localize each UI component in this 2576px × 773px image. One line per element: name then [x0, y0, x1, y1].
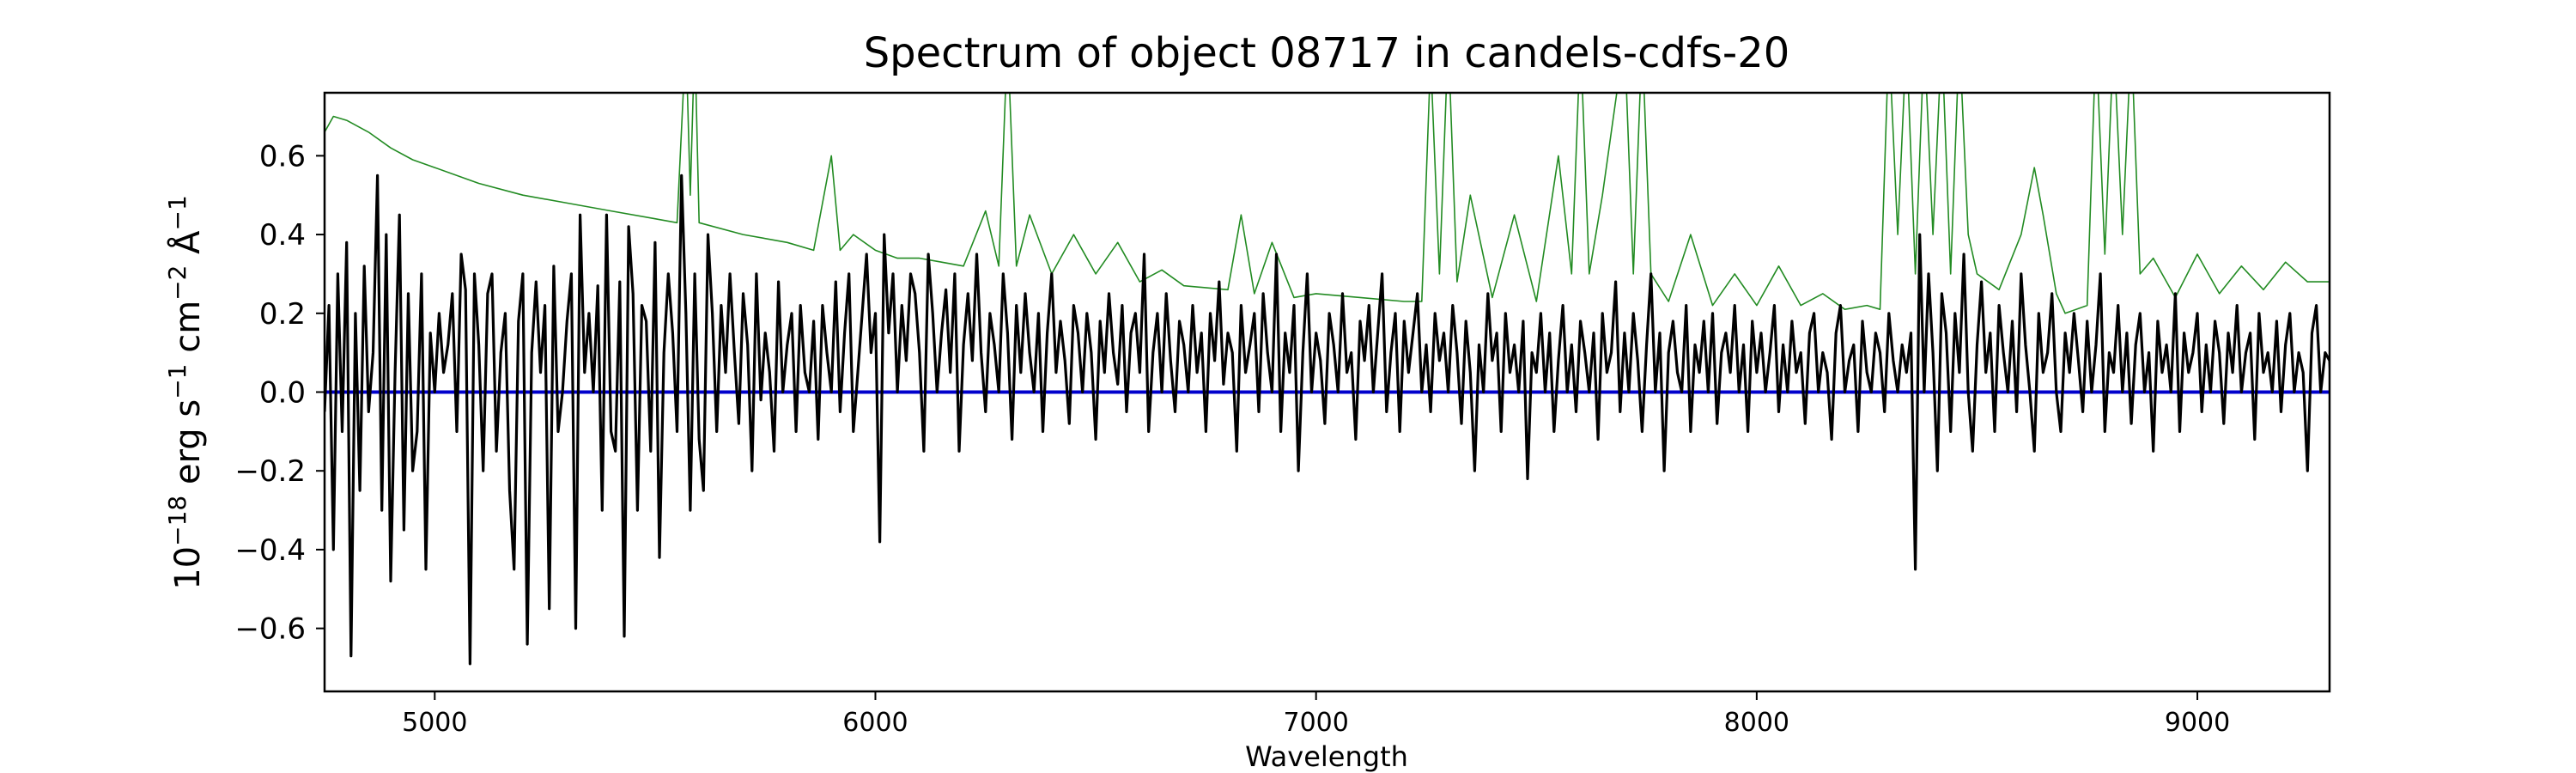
y-tick-label: 0.2 — [259, 297, 306, 332]
ticks-layer: 5000 6000 7000 8000 9000 −0.6 −0.4 −0.2 0.0 0.2 0.… — [234, 139, 2230, 738]
chart-title: Spectrum of object 08717 in candels-cdfs… — [864, 29, 1790, 77]
y-label-unit3: Å — [167, 230, 208, 265]
x-axis-label: Wavelength — [1245, 740, 1408, 773]
series-error-line — [325, 93, 2330, 314]
y-tick-label: −0.2 — [234, 454, 306, 489]
x-tick-label: 5000 — [402, 708, 467, 738]
series-flux-line — [325, 173, 2330, 666]
y-tick-label: −0.4 — [234, 533, 306, 568]
y-label-exp4: −1 — [163, 195, 191, 230]
y-label-exp3: −2 — [163, 265, 191, 301]
y-axis-label: 10−18 erg s−1 cm−2 Å−1 — [163, 195, 208, 590]
y-tick-label: 0.6 — [259, 139, 306, 173]
y-tick-label: 0.0 — [259, 376, 306, 411]
series-layer — [325, 93, 2330, 666]
x-tick-label: 7000 — [1283, 708, 1348, 738]
y-tick-label: −0.6 — [234, 612, 306, 647]
y-label-exp2: −1 — [163, 364, 191, 399]
y-label-unit2: cm — [168, 301, 208, 364]
y-label-base: 10 — [168, 546, 208, 590]
y-label-exp1: −18 — [163, 496, 191, 546]
y-tick-label: 0.4 — [259, 218, 306, 253]
x-tick-label: 6000 — [842, 708, 908, 738]
x-tick-label: 9000 — [2165, 708, 2230, 738]
y-label-unit1: erg s — [168, 399, 208, 496]
x-tick-label: 8000 — [1724, 708, 1789, 738]
